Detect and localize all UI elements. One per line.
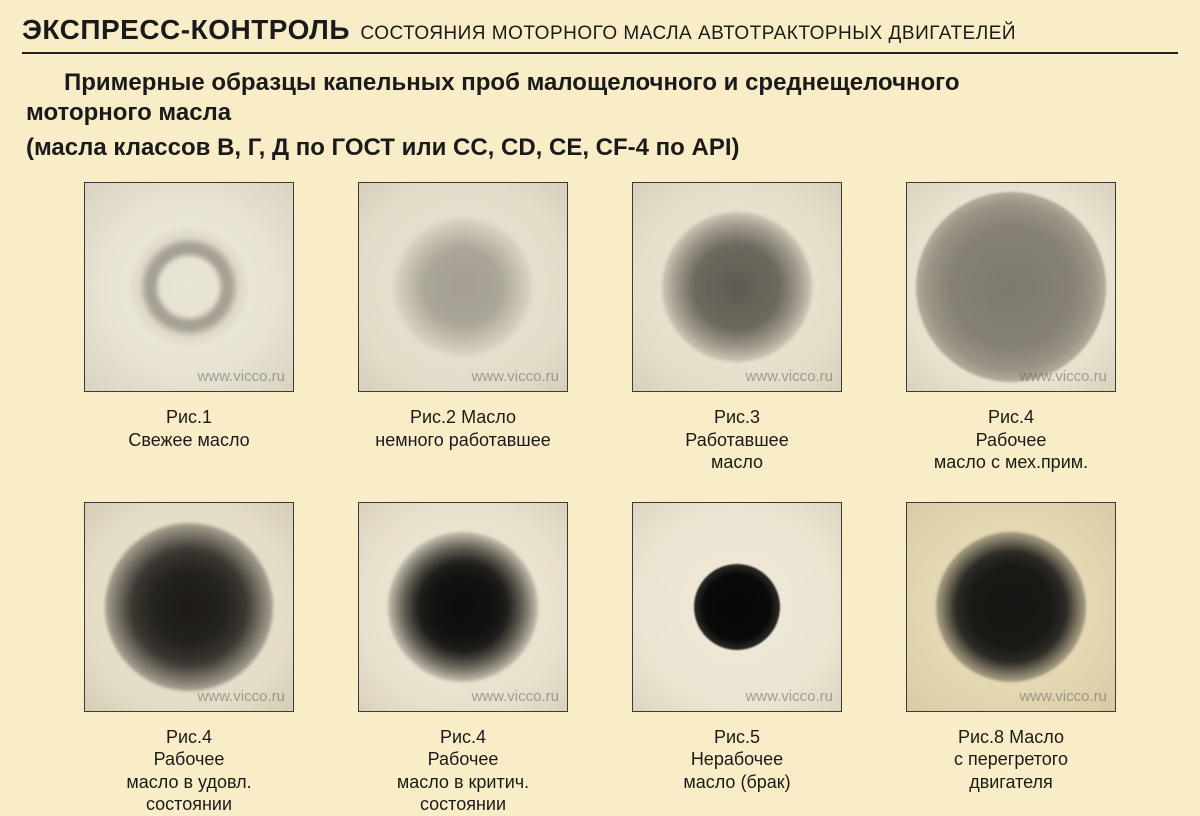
classes-note: (масла классов В, Г, Д по ГОСТ или CC, C… [26,134,1174,162]
oil-sample: www.vicco.ru [84,502,294,712]
sample-caption: Рис.2 Масло немного работавшее [346,406,580,451]
title-sub: СОСТОЯНИЯ МОТОРНОГО МАСЛА АВТОТРАКТОРНЫХ… [360,23,1016,44]
header-bar: ЭКСПРЕСС-КОНТРОЛЬ СОСТОЯНИЯ МОТОРНОГО МА… [22,14,1178,54]
oil-spot [936,532,1086,682]
sample-caption: Рис.4 Рабочее масло в удовл. состоянии [72,726,306,816]
oil-spot [394,218,532,356]
oil-sample: www.vicco.ru [84,182,294,392]
watermark: www.vicco.ru [745,688,833,705]
sample-caption: Рис.3 Работавшее масло [620,406,854,474]
intro-line1: Примерные образцы капельных проб малощел… [64,69,960,96]
spot-wrap [359,503,567,711]
sample-cell: www.vicco.ru Рис.4 Рабочее масло в удовл.… [72,502,306,816]
intro-line2: моторного масла [26,99,231,126]
oil-spot [916,192,1106,382]
spot-wrap [85,183,293,391]
oil-sample: www.vicco.ru [358,182,568,392]
sample-cell: www.vicco.ru Рис.5 Нерабочее масло (брак) [620,502,854,816]
oil-spot [130,228,248,346]
intro-text: Примерные образцы капельных проб малощел… [26,68,1174,128]
watermark: www.vicco.ru [1019,368,1107,385]
watermark: www.vicco.ru [471,688,559,705]
spot-wrap [907,183,1115,391]
sample-caption: Рис.4 Рабочее масло в критич. состоянии [346,726,580,816]
sample-cell: www.vicco.ru Рис.1 Свежее масло [72,182,306,474]
oil-sample: www.vicco.ru [632,182,842,392]
sample-cell: www.vicco.ru Рис.2 Масло немного работавш… [346,182,580,474]
oil-sample: www.vicco.ru [632,502,842,712]
sample-caption: Рис.1 Свежее масло [72,406,306,451]
spot-wrap [907,503,1115,711]
oil-sample: www.vicco.ru [906,182,1116,392]
oil-spot [694,564,780,650]
title-main: ЭКСПРЕСС-КОНТРОЛЬ [22,14,350,45]
spot-wrap [85,503,293,711]
oil-spot [388,532,538,682]
oil-sample: www.vicco.ru [358,502,568,712]
watermark: www.vicco.ru [471,368,559,385]
sample-caption: Рис.8 Масло с перегретого двигателя [894,726,1128,794]
sample-cell: www.vicco.ru Рис.3 Работавшее масло [620,182,854,474]
sample-caption: Рис.4 Рабочее масло с мех.прим. [894,406,1128,474]
samples-grid: www.vicco.ruРис.1 Свежее маслоwww.vicco.… [22,182,1178,816]
sample-cell: www.vicco.ru Рис.4 Рабочее масло с мех.пр… [894,182,1128,474]
watermark: www.vicco.ru [745,368,833,385]
watermark: www.vicco.ru [197,368,285,385]
watermark: www.vicco.ru [1019,688,1107,705]
watermark: www.vicco.ru [197,688,285,705]
oil-spot [105,523,273,691]
spot-wrap [359,183,567,391]
spot-wrap [633,183,841,391]
spot-wrap [633,503,841,711]
sample-cell: www.vicco.ru Рис.4 Рабочее масло в критич… [346,502,580,816]
sample-cell: www.vicco.ru Рис.8 Масло с перегретого дв… [894,502,1128,816]
sample-caption: Рис.5 Нерабочее масло (брак) [620,726,854,794]
oil-spot [662,212,812,362]
oil-sample: www.vicco.ru [906,502,1116,712]
